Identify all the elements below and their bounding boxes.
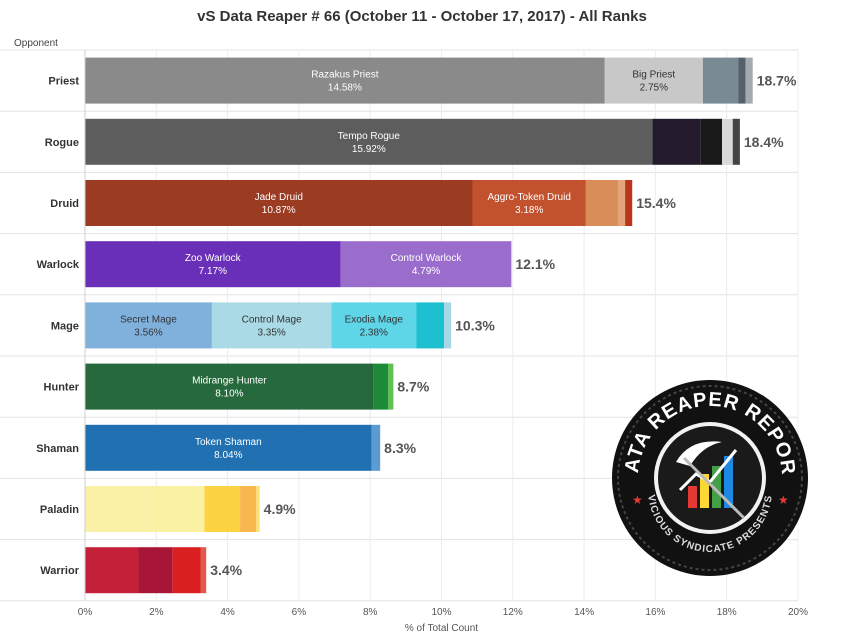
bar-segment: [85, 363, 374, 410]
total-label: 3.4%: [210, 562, 242, 578]
bar-segment: [738, 57, 746, 104]
x-tick-label: 12%: [503, 607, 523, 618]
segment-name-label: Midrange Hunter: [192, 376, 267, 387]
segment-name-label: Big Priest: [632, 70, 675, 81]
segment-value-label: 3.35%: [257, 327, 285, 338]
x-tick-label: 10%: [431, 607, 451, 618]
segment-name-label: Exodia Mage: [345, 314, 404, 325]
bar-segment: [172, 547, 201, 594]
bar-segment: [604, 57, 703, 104]
category-label: Priest: [48, 76, 79, 88]
x-tick-label: 20%: [788, 607, 808, 618]
category-label: Mage: [51, 320, 79, 332]
bar-segment: [340, 241, 512, 288]
segment-name-label: Zoo Warlock: [185, 253, 242, 264]
bar-segment: [85, 486, 151, 532]
bar-segment: [388, 363, 394, 410]
segment-value-label: 3.18%: [515, 205, 543, 216]
total-label: 8.3%: [384, 440, 416, 456]
segment-value-label: 8.10%: [215, 389, 243, 400]
segment-name-label: Token Shaman: [195, 437, 262, 448]
x-tick-label: 0%: [78, 607, 93, 618]
bar-segment: [85, 424, 372, 471]
bar-segment: [702, 57, 739, 104]
bar-segment: [85, 241, 341, 288]
x-tick-label: 18%: [717, 607, 737, 618]
bar-segment: [85, 118, 653, 165]
category-label: Druid: [50, 198, 79, 210]
chart-title: vS Data Reaper # 66 (October 11 - Octobe…: [197, 8, 647, 25]
segment-name-label: Razakus Priest: [311, 70, 378, 81]
segment-value-label: 14.58%: [328, 83, 362, 94]
x-axis: 0% 2% 4% 6% 8% 10% 12% 14% 16% 18% 20% % of Total C…: [78, 50, 808, 634]
labels: Priest Razakus Priest 14.58% Big Priest 2.75…: [36, 70, 797, 579]
category-label: Shaman: [36, 443, 79, 455]
segment-name-label: Control Mage: [242, 314, 302, 325]
category-label: Warrior: [40, 565, 79, 577]
bar-segment: [331, 302, 417, 349]
bar-segment: [625, 180, 633, 226]
bar-segment: [200, 547, 207, 594]
bar-segment: [472, 180, 586, 226]
data-reaper-report-logo: DATA REAPER REPORT VICIOUS SYNDICATE PRE…: [610, 378, 808, 576]
bar-segment: [150, 486, 205, 532]
segment-value-label: 7.17%: [199, 266, 227, 277]
bar-segment: [700, 118, 723, 165]
segment-name-label: Secret Mage: [120, 314, 177, 325]
bar-segment: [732, 118, 740, 165]
bar-segment: [204, 486, 241, 532]
x-tick-label: 4%: [220, 607, 235, 618]
x-tick-label: 6%: [292, 607, 307, 618]
x-tick-label: 14%: [574, 607, 594, 618]
bar-segment: [652, 118, 701, 165]
segment-value-label: 2.75%: [640, 83, 668, 94]
segment-value-label: 15.92%: [352, 144, 386, 155]
total-label: 10.3%: [455, 317, 495, 333]
bar-segment: [85, 302, 212, 349]
logo-scythe-icon: [676, 441, 746, 520]
segment-name-label: Jade Druid: [255, 192, 303, 203]
bar-segment: [371, 424, 381, 471]
segment-value-label: 8.04%: [214, 450, 242, 461]
bar-segment: [617, 180, 626, 226]
bar-segment: [443, 302, 452, 349]
bar-segment: [256, 486, 260, 532]
segment-name-label: Control Warlock: [391, 253, 463, 264]
bar-segment: [585, 180, 618, 226]
row-header: Opponent: [14, 38, 58, 49]
x-axis-label: % of Total Count: [405, 623, 478, 634]
category-label: Hunter: [44, 382, 80, 394]
x-tick-label: 8%: [363, 607, 378, 618]
bar-segment: [722, 118, 733, 165]
segment-value-label: 3.56%: [134, 327, 162, 338]
total-label: 18.7%: [757, 73, 797, 89]
bar-segment: [85, 180, 473, 226]
x-tick-label: 16%: [645, 607, 665, 618]
bar-segment: [240, 486, 257, 532]
logo-star-left-icon: ★: [632, 493, 643, 507]
total-label: 12.1%: [515, 256, 555, 272]
segment-name-label: Tempo Rogue: [338, 131, 401, 142]
bar-segment: [373, 363, 389, 410]
category-label: Paladin: [40, 504, 79, 516]
bars: [85, 57, 753, 594]
bar-segment: [416, 302, 444, 349]
bar-segment: [138, 547, 173, 594]
bar-segment: [85, 57, 605, 104]
total-label: 18.4%: [744, 134, 784, 150]
segment-name-label: Aggro-Token Druid: [488, 192, 571, 203]
category-label: Warlock: [37, 259, 80, 271]
segment-value-label: 10.87%: [262, 205, 296, 216]
bar-segment: [211, 302, 332, 349]
segment-value-label: 4.79%: [412, 266, 440, 277]
total-label: 8.7%: [397, 379, 429, 395]
bar-segment: [85, 547, 139, 594]
bar-segment: [745, 57, 753, 104]
category-label: Rogue: [45, 137, 79, 149]
segment-value-label: 2.38%: [360, 327, 388, 338]
total-label: 4.9%: [264, 501, 296, 517]
logo-star-right-icon: ★: [778, 493, 789, 507]
x-tick-label: 2%: [149, 607, 164, 618]
total-label: 15.4%: [636, 195, 676, 211]
